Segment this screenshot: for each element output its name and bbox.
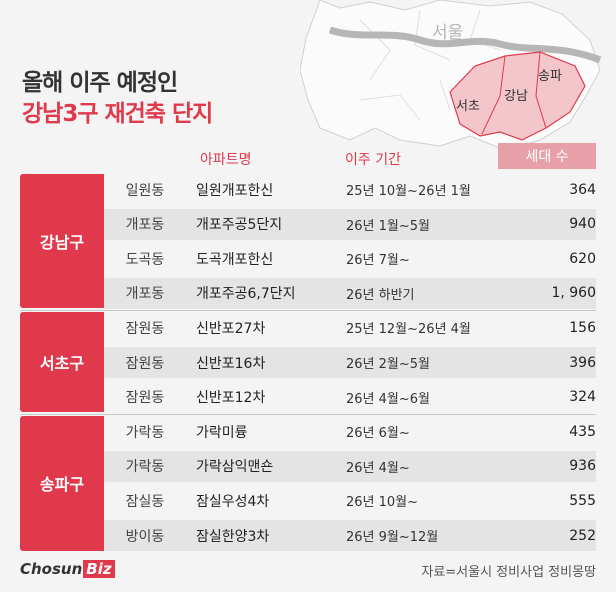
table-row: 도곡동 도곡개포한신 26년 7월~ 620 (104, 243, 596, 274)
period-cell: 26년 2월~5월 (346, 357, 430, 372)
table-row: 잠원동 신반포16차 26년 2월~5월 396 (104, 347, 596, 378)
units-cell: 324 (569, 389, 596, 406)
table-row: 방이동 잠실한양3차 26년 9월~12월 252 (104, 520, 596, 551)
table-row: 잠실동 잠실우성4차 26년 10월~ 555 (104, 485, 596, 516)
seoul-map: 서울 서초 강남 송파 (300, 0, 602, 150)
apartment-cell: 신반포16차 (196, 355, 266, 372)
period-cell: 26년 하반기 (346, 287, 415, 303)
dong-cell: 잠원동 (125, 390, 165, 407)
dong-cell: 일원동 (125, 182, 165, 199)
apartment-cell: 개포주공5단지 (196, 217, 283, 234)
apartment-cell: 가락미륭 (196, 424, 248, 441)
header-units: 세대 수 (498, 143, 596, 169)
district-label-songpa: 송파 (538, 69, 562, 84)
apartment-cell: 가락삼익맨숀 (196, 459, 274, 476)
period-cell: 26년 4월~6월 (346, 391, 430, 407)
dong-cell: 가락동 (125, 459, 165, 476)
units-cell: 252 (569, 527, 596, 544)
group-divider (20, 414, 596, 416)
period-cell: 26년 1월~5월 (346, 218, 430, 234)
table-row: 일원동 일원개포한신 25년 10월~26년 1월 364 (104, 174, 596, 205)
dong-cell: 잠원동 (125, 320, 165, 337)
period-cell: 26년 7월~ (346, 253, 410, 269)
title-line2: 강남3구 재건축 단지 (22, 101, 213, 127)
seoul-label: 서울 (432, 23, 463, 43)
units-cell: 364 (569, 181, 596, 198)
units-cell: 620 (569, 250, 596, 267)
period-cell: 25년 12월~26년 4월 (346, 322, 471, 338)
apartment-cell: 도곡개포한신 (196, 251, 274, 268)
table-row: 잠원동 신반포12차 26년 4월~6월 324 (104, 382, 596, 413)
period-cell: 26년 6월~ (346, 426, 410, 442)
table-row: 잠원동 신반포27차 25년 12월~26년 4월 156 (104, 312, 596, 343)
dong-cell: 잠원동 (125, 355, 165, 372)
header-period: 이주 기간 (345, 152, 401, 168)
period-cell: 25년 10월~26년 1월 (346, 184, 471, 199)
apartment-cell: 잠실우성4차 (196, 493, 270, 510)
group-divider (20, 310, 596, 312)
apartment-cell: 신반포12차 (196, 390, 266, 407)
table-row: 가락동 가락미륭 26년 6월~ 435 (104, 416, 596, 447)
units-cell: 156 (569, 319, 596, 336)
units-cell: 396 (569, 354, 596, 371)
district-group-label: 송파구 (20, 416, 104, 551)
units-cell: 555 (569, 492, 596, 509)
chosunbiz-logo: Chosun Biz (20, 560, 115, 578)
units-cell: 940 (569, 216, 596, 233)
logo-main: Chosun (20, 560, 83, 578)
title-line1: 올해 이주 예정인 (22, 70, 178, 96)
district-label-gangnam: 강남 (504, 89, 528, 104)
period-cell: 26년 10월~ (346, 495, 419, 511)
district-group-label: 서초구 (20, 312, 104, 413)
units-cell: 936 (569, 458, 596, 475)
dong-cell: 개포동 (125, 286, 165, 303)
apartment-cell: 신반포27차 (196, 320, 266, 337)
dong-cell: 가락동 (125, 424, 165, 441)
units-cell: 1, 960 (551, 285, 596, 302)
district-group-label: 강남구 (20, 174, 104, 309)
district-label-seocho: 서초 (456, 99, 480, 114)
dong-cell: 잠실동 (125, 493, 165, 510)
district-borders (481, 51, 547, 135)
dong-cell: 방이동 (125, 528, 165, 545)
table-row: 가락동 가락삼익맨숀 26년 4월~ 936 (104, 450, 596, 482)
table-row: 개포동 개포주공6,7단지 26년 하반기 1, 960 (104, 277, 596, 309)
period-cell: 26년 4월~ (346, 460, 410, 476)
dong-cell: 도곡동 (125, 251, 165, 268)
dong-cell: 개포동 (125, 217, 165, 234)
logo-biz: Biz (83, 560, 115, 578)
source-note: 자료=서울시 정비사업 정비몽땅 (421, 565, 596, 580)
apartment-cell: 일원개포한신 (196, 182, 274, 199)
han-river (328, 26, 602, 64)
table-row: 개포동 개포주공5단지 26년 1월~5월 940 (104, 208, 596, 240)
apartment-cell: 잠실한양3차 (196, 528, 270, 545)
apartment-cell: 개포주공6,7단지 (196, 286, 296, 303)
units-cell: 435 (569, 423, 596, 440)
period-cell: 26년 9월~12월 (346, 530, 439, 545)
header-apartment: 아파트명 (200, 152, 252, 168)
